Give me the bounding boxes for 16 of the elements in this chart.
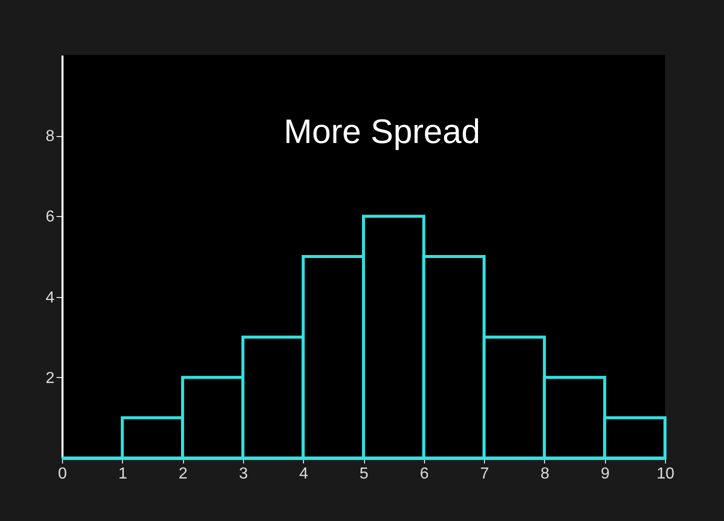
text: More Spread xyxy=(284,113,480,151)
x-tick-label: 2 xyxy=(178,466,188,482)
x-tick-label: 6 xyxy=(420,466,429,482)
x-tick-label: 8 xyxy=(540,466,550,482)
x-tick-label: 4 xyxy=(299,466,308,482)
x-tick-label: 1 xyxy=(118,466,128,482)
x-tick-label: 5 xyxy=(360,466,369,482)
x-tick-label: 3 xyxy=(238,466,248,482)
x-tick-label: 0 xyxy=(58,466,68,482)
x-tick-label: 9 xyxy=(600,466,610,482)
y-tick-label: 2 xyxy=(46,370,55,387)
y-tick-label: 6 xyxy=(46,208,55,226)
y-tick-label: 8 xyxy=(46,128,55,146)
y-tick-label: 4 xyxy=(46,289,55,306)
x-tick-label: 7 xyxy=(480,466,490,482)
x-tick-label: 10 xyxy=(656,466,674,482)
